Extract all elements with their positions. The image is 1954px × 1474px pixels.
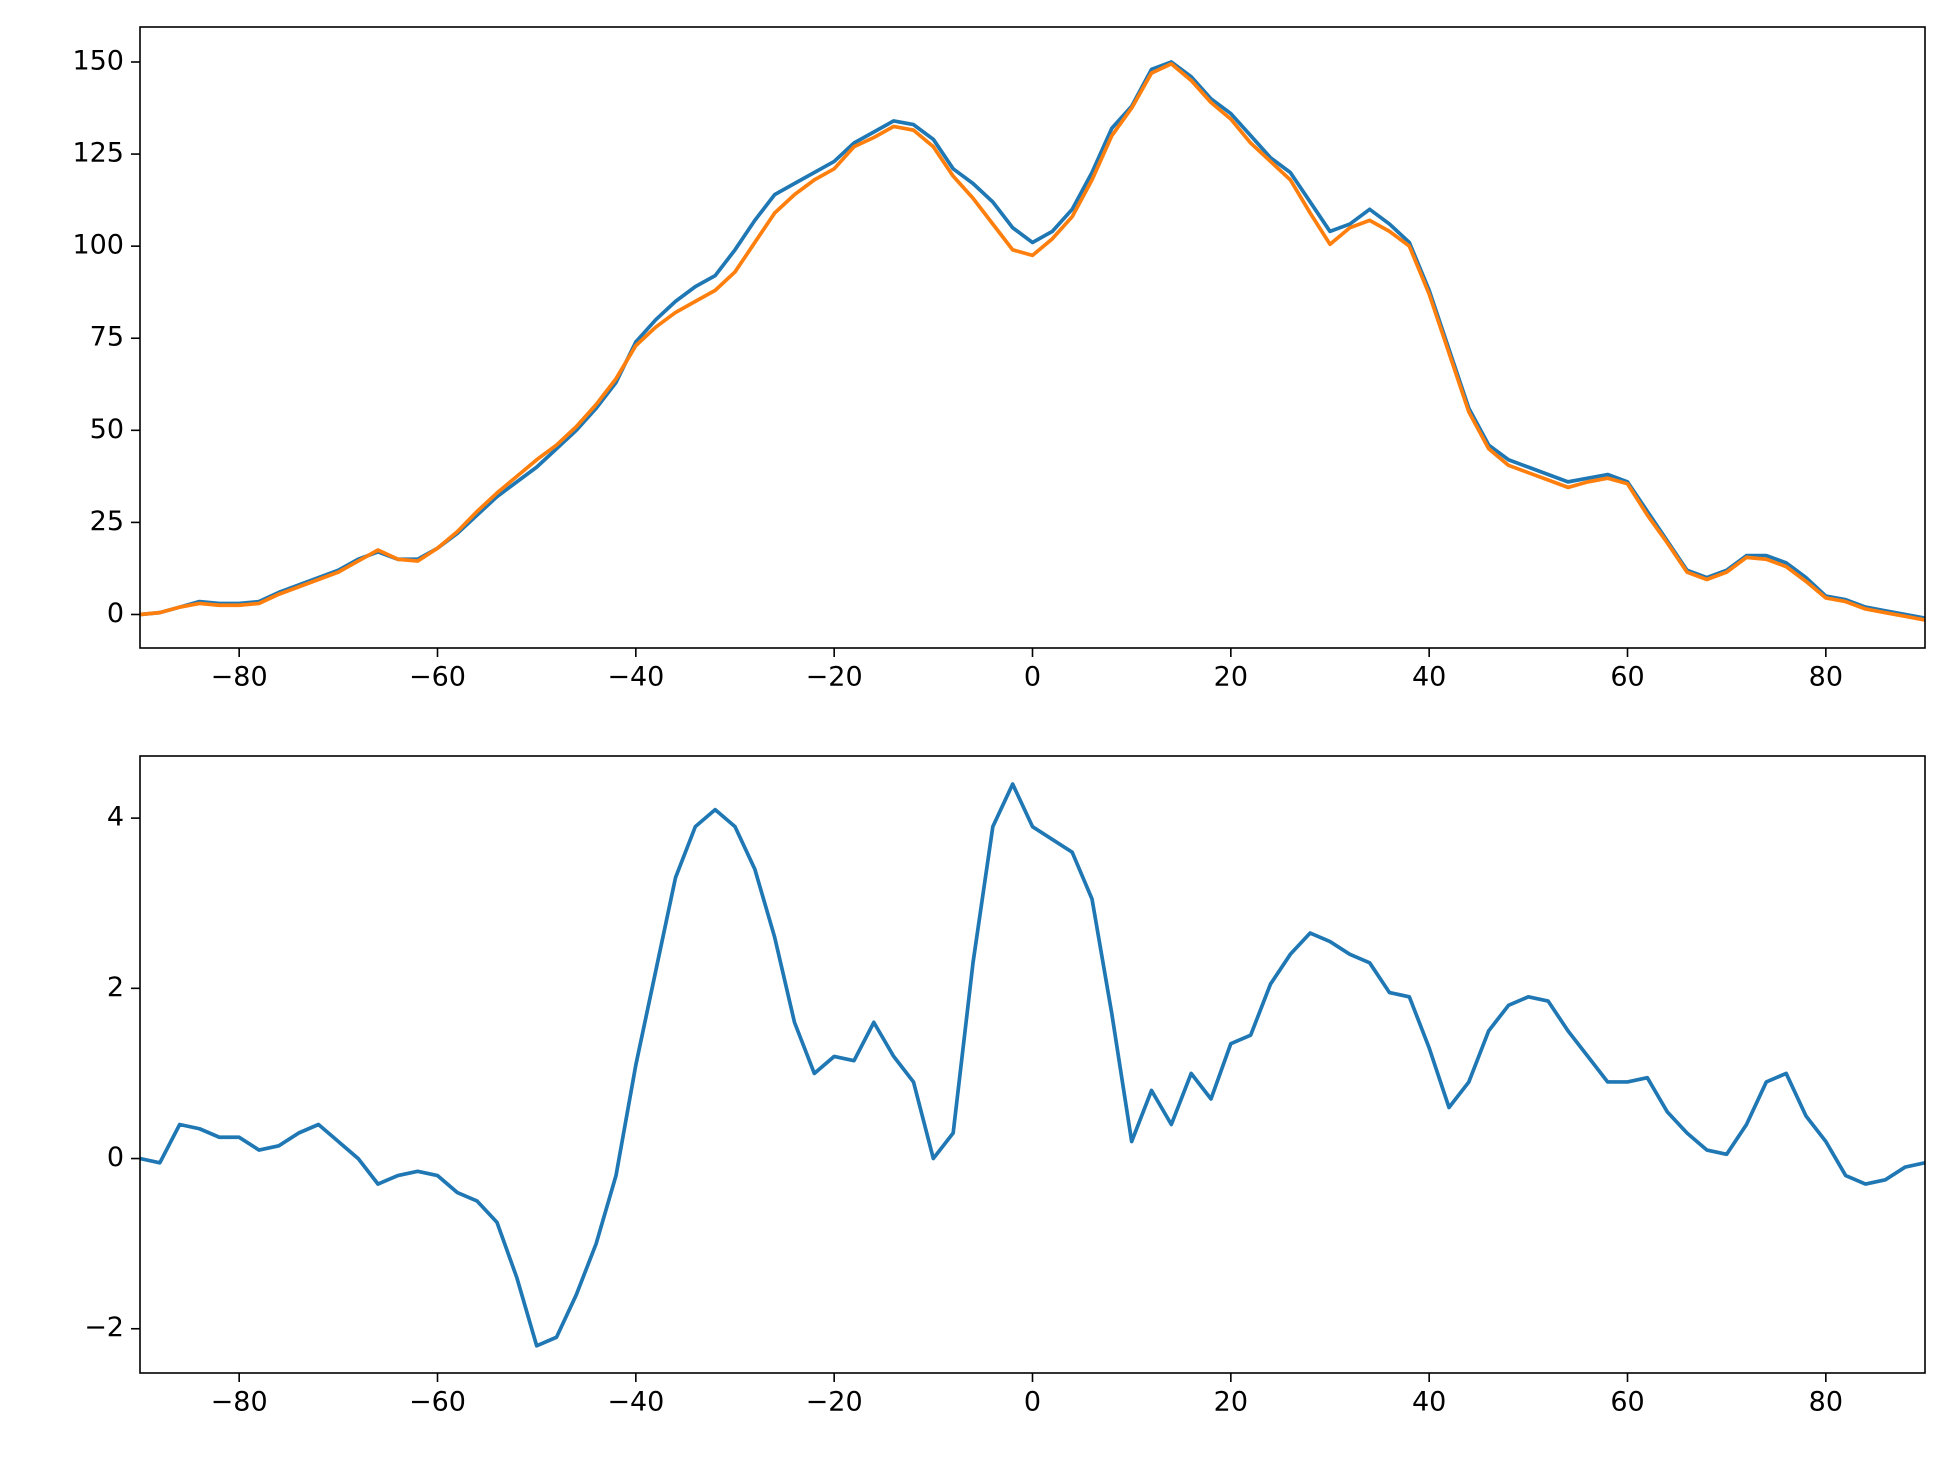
- y-tick-label: 50: [90, 414, 124, 445]
- x-tick-label: 60: [1610, 662, 1644, 693]
- x-tick-label: −60: [409, 1387, 466, 1418]
- x-tick-label: −20: [806, 662, 863, 693]
- x-tick-label: 60: [1610, 1387, 1644, 1418]
- y-tick-label: 75: [90, 322, 124, 353]
- y-tick-label: −2: [84, 1312, 124, 1343]
- x-tick-label: 0: [1024, 662, 1041, 693]
- x-tick-label: 20: [1214, 1387, 1248, 1418]
- x-tick-label: −20: [806, 1387, 863, 1418]
- y-tick-label: 0: [107, 598, 124, 629]
- y-tick-label: 2: [107, 972, 124, 1003]
- axes-frame: [139, 755, 1926, 1374]
- x-tick-label: 40: [1412, 662, 1446, 693]
- line-series: [140, 60, 1925, 620]
- line-series: [140, 782, 1925, 1348]
- y-tick-label: 4: [107, 802, 124, 833]
- x-tick-label: 40: [1412, 1387, 1446, 1418]
- y-tick-label: 100: [72, 230, 124, 261]
- y-tick-label: 150: [72, 45, 124, 76]
- line-series: [140, 61, 1925, 622]
- x-tick-label: −40: [607, 1387, 664, 1418]
- x-tick-label: 80: [1809, 662, 1843, 693]
- axes-frame: [139, 26, 1926, 649]
- x-tick-label: −80: [211, 1387, 268, 1418]
- x-tick-label: −80: [211, 662, 268, 693]
- x-tick-label: 0: [1024, 1387, 1041, 1418]
- axes: −80 −60 −40 −20 0 20 40 60 80 0 25 50 75 100 125 150: [72, 26, 1926, 693]
- x-tick-label: 80: [1809, 1387, 1843, 1418]
- y-tick-label: 0: [107, 1142, 124, 1173]
- y-tick-label: 125: [72, 138, 124, 169]
- x-tick-label: −60: [409, 662, 466, 693]
- x-tick-label: −40: [607, 662, 664, 693]
- y-tick-label: 25: [90, 506, 124, 537]
- x-tick-label: 20: [1214, 662, 1248, 693]
